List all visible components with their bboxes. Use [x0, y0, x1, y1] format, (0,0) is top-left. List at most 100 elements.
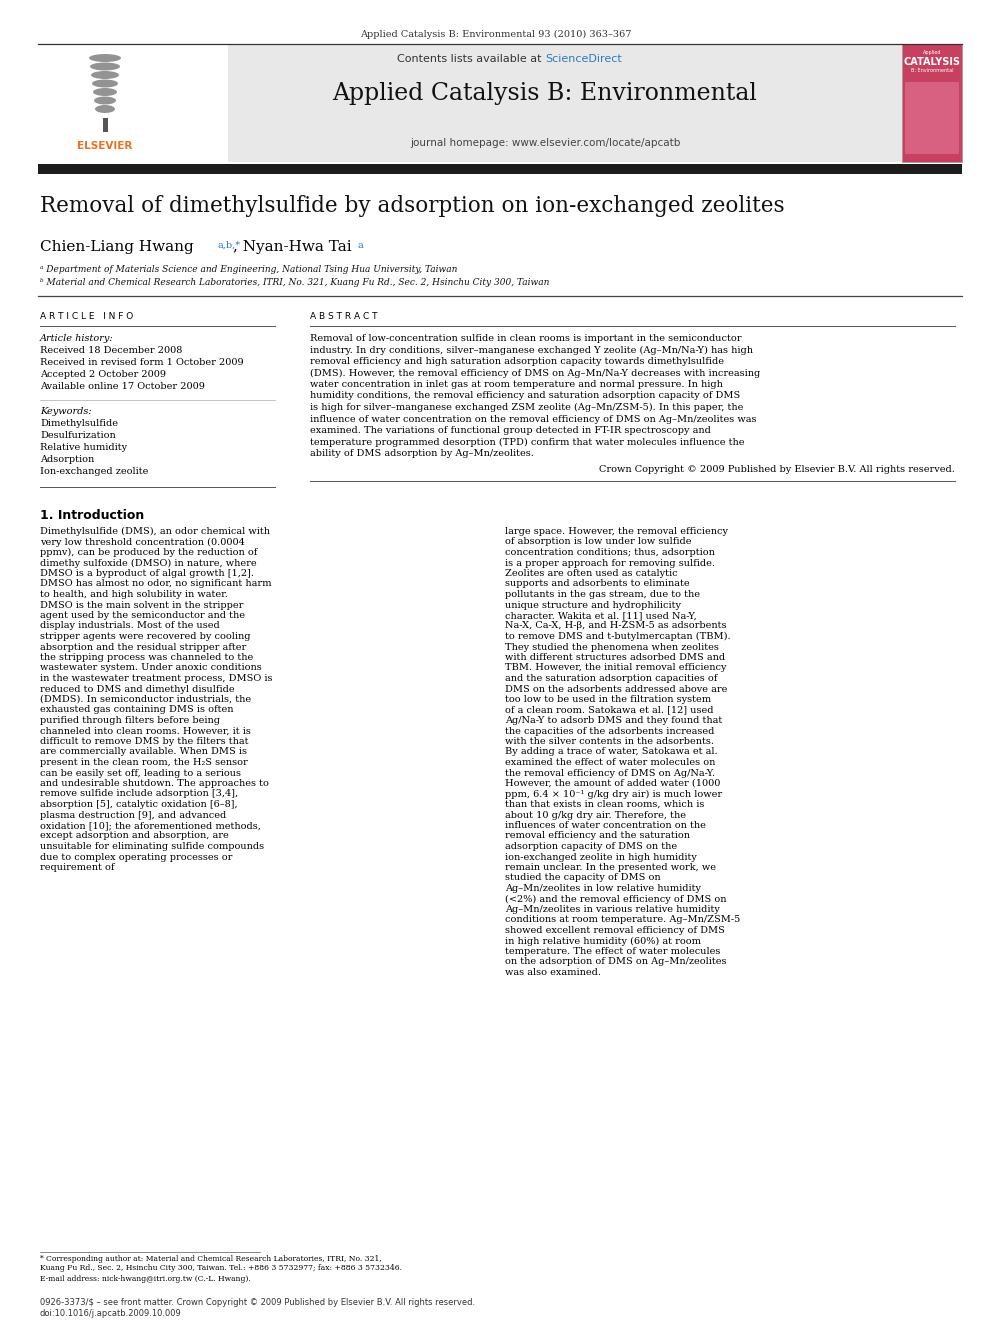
Bar [38, 164, 962, 175]
Ellipse shape [95, 105, 115, 112]
Text: to health, and high solubility in water.: to health, and high solubility in water. [40, 590, 228, 599]
Bar [38, 44, 228, 161]
Text: Dimethylsulfide (DMS), an odor chemical with: Dimethylsulfide (DMS), an odor chemical … [40, 527, 270, 536]
Ellipse shape [93, 89, 117, 97]
Text: DMSO has almost no odor, no significant harm: DMSO has almost no odor, no significant … [40, 579, 272, 589]
Text: than that exists in clean rooms, which is: than that exists in clean rooms, which i… [505, 800, 704, 808]
Text: Ag–Mn/zeolites in low relative humidity: Ag–Mn/zeolites in low relative humidity [505, 884, 701, 893]
Text: Received 18 December 2008: Received 18 December 2008 [40, 347, 183, 355]
Text: unique structure and hydrophilicity: unique structure and hydrophilicity [505, 601, 681, 610]
Text: DMSO is a byproduct of algal growth [1,2].: DMSO is a byproduct of algal growth [1,2… [40, 569, 254, 578]
Text: and undesirable shutdown. The approaches to: and undesirable shutdown. The approaches… [40, 779, 269, 789]
Text: plasma destruction [9], and advanced: plasma destruction [9], and advanced [40, 811, 226, 819]
Text: absorption [5], catalytic oxidation [6–8],: absorption [5], catalytic oxidation [6–8… [40, 800, 238, 808]
Text: water concentration in inlet gas at room temperature and normal pressure. In hig: water concentration in inlet gas at room… [310, 380, 723, 389]
Text: a: a [358, 241, 364, 250]
Text: (<2%) and the removal efficiency of DMS on: (<2%) and the removal efficiency of DMS … [505, 894, 726, 904]
Text: Crown Copyright © 2009 Published by Elsevier B.V. All rights reserved.: Crown Copyright © 2009 Published by Else… [599, 464, 955, 474]
Text: A B S T R A C T: A B S T R A C T [310, 312, 378, 321]
Text: By adding a trace of water, Satokawa et al.: By adding a trace of water, Satokawa et … [505, 747, 717, 757]
Ellipse shape [91, 71, 119, 79]
Text: on the adsorption of DMS on Ag–Mn/zeolites: on the adsorption of DMS on Ag–Mn/zeolit… [505, 958, 726, 967]
Text: adsorption capacity of DMS on the: adsorption capacity of DMS on the [505, 841, 678, 851]
Text: Keywords:: Keywords: [40, 407, 91, 415]
Text: Applied Catalysis B: Environmental: Applied Catalysis B: Environmental [332, 82, 758, 105]
Text: Received in revised form 1 October 2009: Received in revised form 1 October 2009 [40, 359, 244, 366]
Text: Desulfurization: Desulfurization [40, 431, 116, 441]
Text: can be easily set off, leading to a serious: can be easily set off, leading to a seri… [40, 769, 241, 778]
Text: examined. The variations of functional group detected in FT-IR spectroscopy and: examined. The variations of functional g… [310, 426, 711, 435]
Text: remain unclear. In the presented work, we: remain unclear. In the presented work, w… [505, 863, 716, 872]
Text: except adsorption and absorption, are: except adsorption and absorption, are [40, 831, 229, 840]
Text: temperature. The effect of water molecules: temperature. The effect of water molecul… [505, 947, 720, 957]
Text: journal homepage: www.elsevier.com/locate/apcatb: journal homepage: www.elsevier.com/locat… [410, 138, 681, 148]
Text: about 10 g/kg dry air. Therefore, the: about 10 g/kg dry air. Therefore, the [505, 811, 686, 819]
Text: Chien-Liang Hwang: Chien-Liang Hwang [40, 239, 193, 254]
Text: (DMS). However, the removal efficiency of DMS on Ag–Mn/Na-Y decreases with incre: (DMS). However, the removal efficiency o… [310, 369, 760, 377]
Text: and the saturation adsorption capacities of: and the saturation adsorption capacities… [505, 673, 717, 683]
Ellipse shape [94, 97, 116, 105]
Text: influence of water concentration on the removal efficiency of DMS on Ag–Mn/zeoli: influence of water concentration on the … [310, 414, 757, 423]
Text: reduced to DMS and dimethyl disulfide: reduced to DMS and dimethyl disulfide [40, 684, 235, 693]
Text: of absorption is low under low sulfide: of absorption is low under low sulfide [505, 537, 691, 546]
Text: pollutants in the gas stream, due to the: pollutants in the gas stream, due to the [505, 590, 700, 599]
Text: Applied Catalysis B: Environmental 93 (2010) 363–367: Applied Catalysis B: Environmental 93 (2… [360, 30, 632, 40]
Text: wastewater system. Under anoxic conditions: wastewater system. Under anoxic conditio… [40, 664, 262, 672]
Text: doi:10.1016/j.apcatb.2009.10.009: doi:10.1016/j.apcatb.2009.10.009 [40, 1308, 182, 1318]
Text: the removal efficiency of DMS on Ag/Na-Y.: the removal efficiency of DMS on Ag/Na-Y… [505, 769, 715, 778]
Text: supports and adsorbents to eliminate: supports and adsorbents to eliminate [505, 579, 689, 589]
Text: Na-X, Ca-X, H-β, and H-ZSM-5 as adsorbents: Na-X, Ca-X, H-β, and H-ZSM-5 as adsorben… [505, 622, 726, 631]
Text: They studied the phenomena when zeolites: They studied the phenomena when zeolites [505, 643, 719, 651]
Text: dimethy sulfoxide (DMSO) in nature, where: dimethy sulfoxide (DMSO) in nature, wher… [40, 558, 257, 568]
Text: display industrials. Most of the used: display industrials. Most of the used [40, 622, 220, 631]
Text: Zeolites are often used as catalytic: Zeolites are often used as catalytic [505, 569, 678, 578]
Text: large space. However, the removal efficiency: large space. However, the removal effici… [505, 527, 728, 536]
Text: Removal of dimethylsulfide by adsorption on ion-exchanged zeolites: Removal of dimethylsulfide by adsorption… [40, 194, 785, 217]
Text: 0926-3373/$ – see front matter. Crown Copyright © 2009 Published by Elsevier B.V: 0926-3373/$ – see front matter. Crown Co… [40, 1298, 475, 1307]
Text: CATALYSIS: CATALYSIS [904, 57, 960, 67]
Text: difficult to remove DMS by the filters that: difficult to remove DMS by the filters t… [40, 737, 249, 746]
Text: examined the effect of water molecules on: examined the effect of water molecules o… [505, 758, 715, 767]
Text: Relative humidity: Relative humidity [40, 443, 127, 452]
Text: absorption and the residual stripper after: absorption and the residual stripper aft… [40, 643, 246, 651]
Text: * Corresponding author at: Material and Chemical Research Laboratories, ITRI, No: * Corresponding author at: Material and … [40, 1256, 382, 1263]
Text: Kuang Fu Rd., Sec. 2, Hsinchu City 300, Taiwan. Tel.: +886 3 5732977; fax: +886 : Kuang Fu Rd., Sec. 2, Hsinchu City 300, … [40, 1263, 402, 1271]
Text: temperature programmed desorption (TPD) confirm that water molecules influence t: temperature programmed desorption (TPD) … [310, 438, 745, 447]
Text: Available online 17 October 2009: Available online 17 October 2009 [40, 382, 205, 392]
Text: is high for silver–manganese exchanged ZSM zeolite (Ag–Mn/ZSM-5). In this paper,: is high for silver–manganese exchanged Z… [310, 404, 743, 413]
Text: is a proper approach for removing sulfide.: is a proper approach for removing sulfid… [505, 558, 715, 568]
Text: Ag–Mn/zeolites in various relative humidity: Ag–Mn/zeolites in various relative humid… [505, 905, 720, 914]
Text: Dimethylsulfide: Dimethylsulfide [40, 419, 118, 429]
Text: Article history:: Article history: [40, 333, 114, 343]
Text: A R T I C L E   I N F O: A R T I C L E I N F O [40, 312, 133, 321]
Text: a,b,*: a,b,* [217, 241, 240, 250]
Text: studied the capacity of DMS on: studied the capacity of DMS on [505, 873, 661, 882]
Text: Removal of low-concentration sulfide in clean rooms is important in the semicond: Removal of low-concentration sulfide in … [310, 333, 741, 343]
Text: 1. Introduction: 1. Introduction [40, 509, 144, 523]
Text: with different structures adsorbed DMS and: with different structures adsorbed DMS a… [505, 654, 725, 662]
Text: remove sulfide include adsorption [3,4],: remove sulfide include adsorption [3,4], [40, 790, 238, 799]
Text: ppmv), can be produced by the reduction of: ppmv), can be produced by the reduction … [40, 548, 257, 557]
Text: Accepted 2 October 2009: Accepted 2 October 2009 [40, 370, 166, 378]
Text: in high relative humidity (60%) at room: in high relative humidity (60%) at room [505, 937, 701, 946]
Text: removal efficiency and high saturation adsorption capacity towards dimethylsulfi: removal efficiency and high saturation a… [310, 357, 724, 366]
Text: ᵇ Material and Chemical Research Laboratories, ITRI, No. 321, Kuang Fu Rd., Sec.: ᵇ Material and Chemical Research Laborat… [40, 278, 550, 287]
Bar [905, 82, 959, 153]
Text: was also examined.: was also examined. [505, 968, 601, 976]
Text: concentration conditions; thus, adsorption: concentration conditions; thus, adsorpti… [505, 548, 715, 557]
Text: agent used by the semiconductor and the: agent used by the semiconductor and the [40, 611, 245, 620]
Text: ppm, 6.4 × 10⁻¹ g/kg dry air) is much lower: ppm, 6.4 × 10⁻¹ g/kg dry air) is much lo… [505, 790, 722, 799]
Text: ion-exchanged zeolite in high humidity: ion-exchanged zeolite in high humidity [505, 852, 696, 861]
Text: humidity conditions, the removal efficiency and saturation adsorption capacity o: humidity conditions, the removal efficie… [310, 392, 740, 401]
Text: Contents lists available at: Contents lists available at [397, 54, 545, 64]
Text: ᵃ Department of Materials Science and Engineering, National Tsing Hua University: ᵃ Department of Materials Science and En… [40, 265, 457, 274]
Text: purified through filters before being: purified through filters before being [40, 716, 220, 725]
Text: stripper agents were recovered by cooling: stripper agents were recovered by coolin… [40, 632, 251, 642]
Text: DMS on the adsorbents addressed above are: DMS on the adsorbents addressed above ar… [505, 684, 727, 693]
Text: the stripping process was channeled to the: the stripping process was channeled to t… [40, 654, 253, 662]
Text: industry. In dry conditions, silver–manganese exchanged Y zeolite (Ag–Mn/Na-Y) h: industry. In dry conditions, silver–mang… [310, 345, 753, 355]
Text: with the silver contents in the adsorbents.: with the silver contents in the adsorben… [505, 737, 714, 746]
Bar [902, 44, 962, 161]
Text: However, the amount of added water (1000: However, the amount of added water (1000 [505, 779, 720, 789]
Text: B: Environmental: B: Environmental [911, 67, 953, 73]
